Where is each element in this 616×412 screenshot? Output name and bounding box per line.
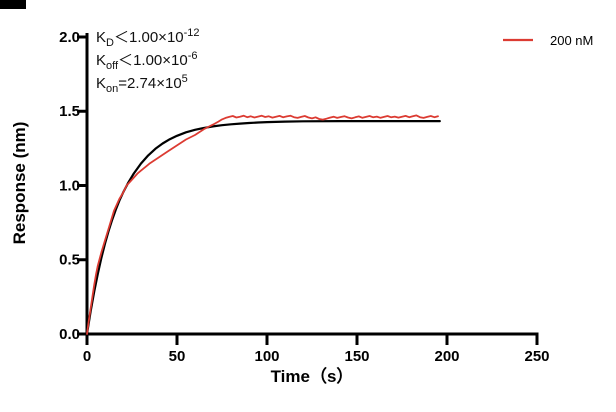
kd-exponent: -12 (183, 27, 200, 39)
legend-label: 200 nM (550, 33, 593, 48)
y-tick-label: 1.0 (59, 178, 80, 195)
x-tick-label: 250 (524, 348, 549, 365)
corner-artifact (0, 0, 26, 9)
fit-curve (85, 119, 441, 336)
y-tick-marks (77, 35, 87, 336)
y-tick-label: 0.5 (59, 252, 80, 269)
kd-line: KD＜1.00×10-12 (96, 26, 200, 49)
x-tick-label: 100 (254, 348, 279, 365)
x-tick-label: 0 (83, 348, 91, 365)
kd-symbol: K (96, 29, 107, 46)
kon-relation: = (118, 75, 128, 92)
x-tick-marks (85, 334, 539, 345)
x-axis-title: Time（s） (271, 366, 354, 386)
koff-relation: ＜ (118, 52, 134, 69)
kd-subscript: D (106, 37, 114, 49)
koff-subscript: off (106, 60, 119, 72)
koff-value: 1.00×10 (133, 52, 188, 69)
x-tick-labels: 0 50 100 150 200 250 (83, 348, 550, 365)
x-tick-label: 50 (169, 348, 186, 365)
kinetics-annotation: KD＜1.00×10-12 Koff＜1.00×10-6 Kon=2.74×10… (96, 26, 200, 95)
kon-value: 2.74×10 (127, 75, 182, 92)
kon-line: Kon=2.74×105 (96, 72, 200, 95)
x-tick-label: 150 (344, 348, 369, 365)
y-tick-labels: 0.0 0.5 1.0 1.5 2.0 (59, 29, 80, 343)
kon-exponent: 5 (181, 73, 188, 85)
koff-exponent: -6 (187, 50, 198, 62)
axes (77, 33, 539, 345)
measured-curve-200nM (86, 114, 439, 335)
koff-symbol: K (96, 52, 107, 69)
x-tick-label: 200 (434, 348, 459, 365)
legend: 200 nM (503, 33, 593, 48)
y-tick-label: 0.0 (59, 326, 80, 343)
kd-value: 1.00×10 (128, 29, 184, 46)
kon-symbol: K (96, 75, 107, 92)
y-tick-label: 2.0 (59, 29, 80, 46)
y-tick-label: 1.5 (59, 103, 80, 120)
y-axis-title: Response (nm) (10, 122, 29, 245)
koff-line: Koff＜1.00×10-6 (96, 49, 200, 72)
kd-relation: ＜ (113, 29, 129, 46)
kon-subscript: on (106, 83, 119, 95)
